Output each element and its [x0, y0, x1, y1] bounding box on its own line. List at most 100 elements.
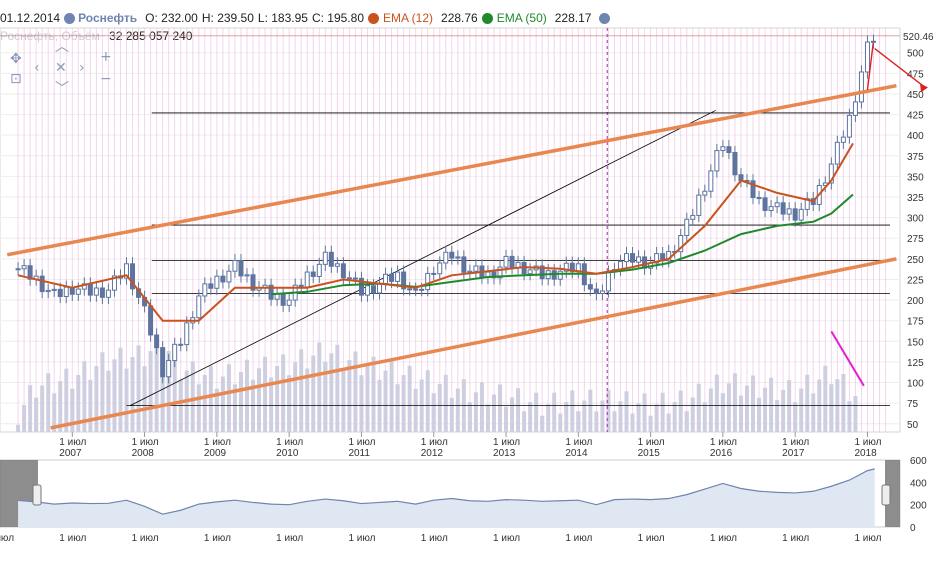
legend-instrument-name: Роснефть — [78, 11, 138, 25]
zoom-in-icon[interactable]: + — [100, 49, 112, 65]
candle-body — [858, 71, 864, 103]
candle-body — [21, 265, 27, 270]
candle-body — [774, 202, 780, 208]
candle-body — [214, 275, 220, 289]
candle-body — [15, 268, 21, 271]
legend-extra-dot-icon[interactable] — [599, 12, 611, 24]
candle-body — [304, 271, 310, 288]
x-tick-label: 1 июл — [565, 437, 592, 448]
y-tick-label: 450 — [907, 90, 924, 101]
zoom-down-icon[interactable]: ﹀ — [55, 81, 69, 97]
candle-body — [750, 180, 756, 199]
navigator-right-handle — [881, 484, 891, 506]
navigator-line — [18, 468, 875, 515]
candle-body — [232, 260, 238, 272]
candle-body — [220, 275, 226, 283]
legend-low: L: 183.95 — [257, 11, 308, 25]
candle-body — [624, 253, 630, 263]
y-tick-label: 175 — [907, 317, 924, 328]
instrument-dot-icon — [64, 13, 76, 25]
ema-lines — [17, 142, 854, 322]
candle-body — [124, 263, 130, 279]
x-tick-label: 1 июл — [638, 437, 665, 448]
navigator: 0 200 400 600 1 июл 1 июл 1 июл 1 июл 1 июл 1 июл… — [0, 456, 927, 544]
candle-body — [449, 251, 455, 259]
candle-body — [762, 197, 768, 211]
candle-body — [708, 170, 714, 192]
zoom-up-icon[interactable]: ︿ — [55, 39, 69, 55]
candle-body — [401, 271, 407, 290]
y-tick-label: 275 — [907, 234, 924, 245]
candle-body — [298, 284, 304, 288]
candle-body — [425, 272, 431, 291]
legend-date: 01.12.2014 — [0, 11, 61, 25]
candle-body — [780, 202, 786, 215]
y-tick-label: 50 — [907, 420, 919, 431]
y-tick-label: 475 — [907, 69, 924, 80]
x-year-label: 2009 — [204, 448, 227, 459]
x-tick-label: 1 июл — [710, 437, 737, 448]
candle-body — [202, 283, 208, 297]
zoom-left-icon[interactable]: ‹ — [34, 60, 40, 76]
candle-body — [497, 266, 503, 279]
x-year-label: 2013 — [493, 448, 516, 459]
candle-body — [196, 295, 202, 319]
navigator-x-label: 1 июл — [421, 533, 448, 544]
x-year-label: 2016 — [710, 448, 733, 459]
chart-legend: 01.12.2014 Роснефть O: 232.00 H: 239.50 … — [0, 9, 614, 27]
last-price-label: 520.46 — [903, 32, 934, 43]
candle-body — [334, 263, 340, 267]
legend-ema12-name: EMA (12) — [383, 11, 434, 25]
candle-body — [654, 253, 660, 264]
candle-body — [593, 288, 599, 294]
candle-body — [45, 289, 51, 293]
y-tick-label: 150 — [907, 337, 924, 348]
y-tick-label: 225 — [907, 275, 924, 286]
candle-body — [389, 273, 395, 282]
y-tick-label: 325 — [907, 193, 924, 204]
trend-line — [129, 110, 716, 406]
y-tick-label: 100 — [907, 379, 924, 390]
candle-body — [473, 265, 479, 272]
candle-body — [208, 283, 214, 289]
candle-body — [39, 275, 45, 293]
candle-body — [768, 206, 774, 211]
candle-body — [395, 271, 401, 282]
candle-body — [455, 256, 461, 259]
navigator-x-label: 1 июл — [276, 533, 303, 544]
select-area-icon[interactable]: ⊡ — [10, 71, 22, 87]
candle-body — [539, 265, 545, 280]
horizontal-levels — [126, 110, 890, 407]
candle-body — [166, 360, 172, 378]
candle-body — [346, 277, 352, 280]
candle-body — [509, 255, 515, 269]
candle-body — [99, 287, 105, 298]
candle-body — [756, 197, 762, 200]
candle-body — [87, 283, 93, 296]
navigator-x-label: 1 июл — [638, 533, 665, 544]
x-tick-label: 1 июл — [132, 437, 159, 448]
reset-zoom-icon[interactable]: ✕ — [55, 60, 67, 76]
candle-body — [250, 274, 256, 291]
candle-body — [461, 256, 467, 273]
candle-body — [563, 262, 569, 272]
navigator-x-label: 1 июл — [132, 533, 159, 544]
candle-body — [702, 190, 708, 196]
candle-body — [714, 150, 720, 172]
candle-body — [358, 277, 364, 296]
candle-body — [587, 284, 593, 290]
x-year-label: 2014 — [565, 448, 588, 459]
pan-icon[interactable]: ✥ — [10, 51, 22, 67]
x-tick-label: 1 июл — [854, 437, 881, 448]
y-tick-label: 200 — [907, 296, 924, 307]
legend-ema50: EMA (50) — [481, 11, 551, 25]
candle-body — [322, 251, 328, 265]
navigator-x-label: 1 июл — [565, 533, 592, 544]
candle-body — [527, 269, 533, 275]
candle-body — [111, 275, 117, 291]
zoom-right-icon[interactable]: › — [79, 60, 85, 76]
candle-body — [316, 263, 322, 277]
candle-body — [569, 262, 575, 273]
zoom-out-icon[interactable]: − — [100, 71, 112, 87]
